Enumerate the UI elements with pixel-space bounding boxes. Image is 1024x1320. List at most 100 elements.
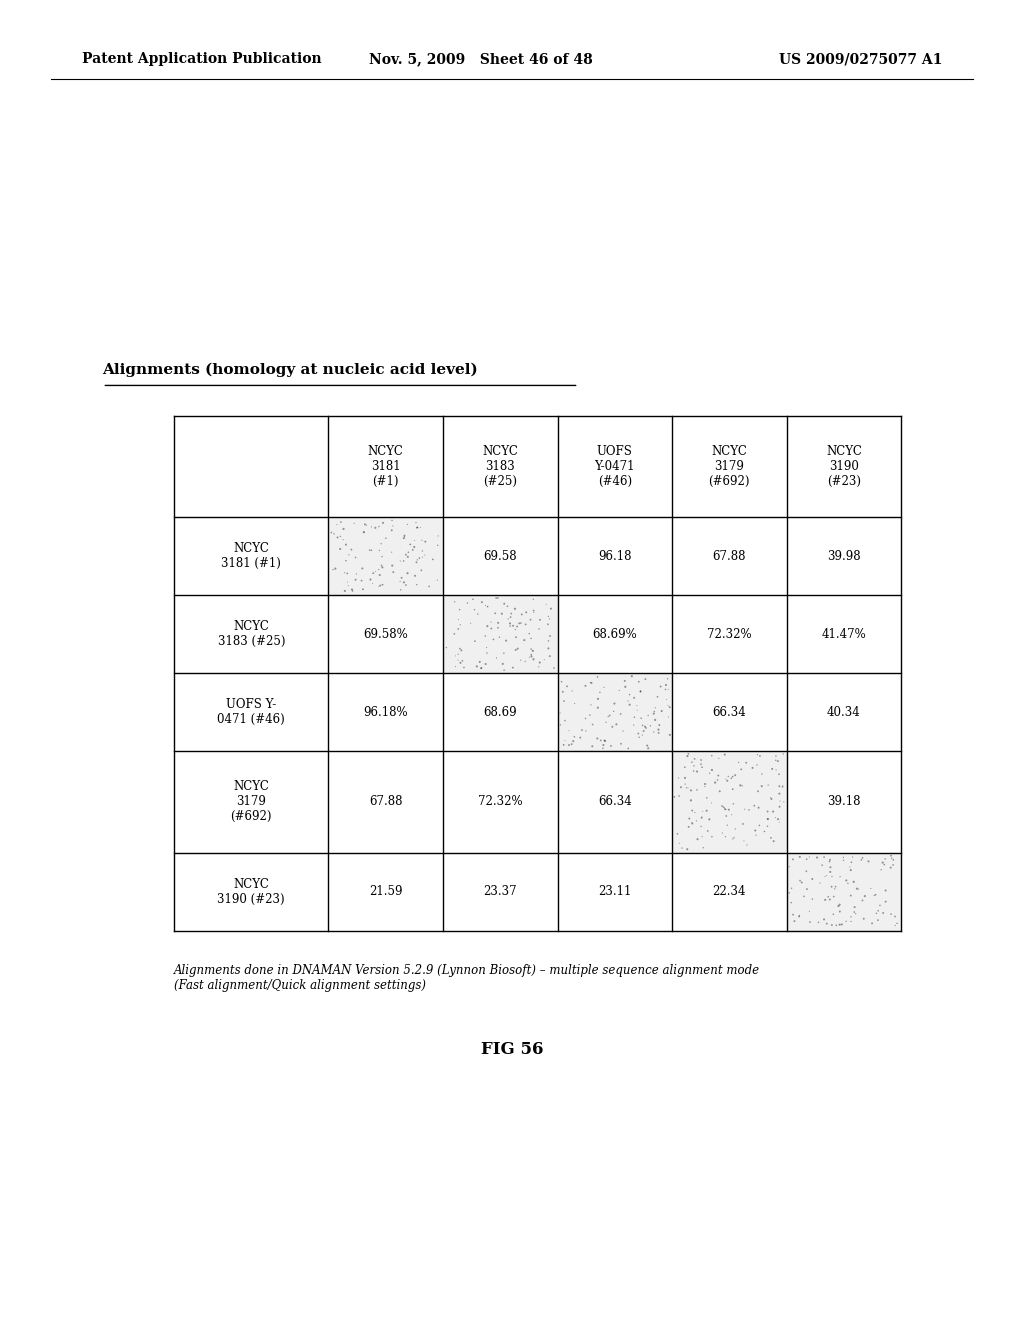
Point [768,759,784,780]
Point [838,911,854,932]
Point [410,549,426,570]
Point [677,774,693,795]
Point [831,902,848,923]
Point [518,602,535,623]
Point [620,690,636,711]
Point [596,730,612,751]
Point [626,706,642,727]
Point [395,572,412,593]
Point [686,748,702,770]
Point [329,513,345,535]
Point [597,730,613,751]
Point [784,849,801,870]
Point [734,775,751,796]
Point [771,776,787,797]
Point [703,792,720,813]
Point [693,808,710,829]
Point [783,892,800,913]
Point [469,656,485,677]
Point [578,676,594,697]
Point [763,787,779,808]
Point [489,587,506,609]
Point [631,671,647,692]
Point [514,603,530,624]
Point [707,772,723,793]
Point [621,738,637,759]
Point [642,715,658,737]
Point [694,826,711,847]
Point [831,866,848,887]
Point [488,647,505,668]
Point [477,595,494,616]
Point [726,826,742,847]
Point [384,554,400,576]
Point [764,758,780,779]
Point [473,657,489,678]
Point [680,777,696,799]
Point [821,851,838,873]
Point [754,763,770,784]
Point [335,519,351,540]
Point [344,581,360,602]
Point [542,626,558,647]
Point [717,799,733,820]
Point [870,900,887,921]
Point [452,638,468,659]
Point [872,859,889,880]
Point [557,730,573,751]
Point [842,857,858,878]
Point [754,776,770,797]
Point [536,649,552,671]
Point [392,570,409,591]
Point [583,694,599,715]
Point [650,719,667,741]
Point [840,873,856,894]
Point [638,717,654,738]
Point [843,859,859,880]
Point [794,873,810,894]
Point [429,535,445,556]
Point [546,657,562,678]
Point [751,797,767,818]
Point [451,618,467,639]
Point [684,812,700,833]
Text: Patent Application Publication: Patent Application Publication [82,53,322,66]
Point [417,531,433,552]
Point [827,876,844,898]
Point [774,776,791,797]
Point [694,807,711,828]
Point [446,623,463,644]
Point [503,607,519,628]
Point [720,766,736,787]
Point [883,845,899,866]
Point [517,651,534,672]
Point [874,851,891,873]
Point [326,523,342,544]
Point [792,906,808,927]
Point [847,896,863,917]
Point [525,589,542,610]
Point [622,694,638,715]
Point [561,734,578,755]
Point [530,618,547,639]
Point [525,601,542,622]
Point [556,690,572,711]
Point [639,735,655,756]
Point [611,680,628,701]
Point [878,880,894,902]
Point [671,767,687,788]
Point [748,820,764,841]
Point [843,884,859,906]
Point [467,631,483,652]
Point [760,808,776,829]
Point [869,909,886,931]
Point [831,915,848,936]
Point [867,884,884,906]
Point [413,560,429,581]
Point [375,512,391,533]
Point [333,512,349,533]
Point [683,780,699,801]
Point [511,612,527,634]
Point [456,657,472,678]
Point [732,775,749,796]
